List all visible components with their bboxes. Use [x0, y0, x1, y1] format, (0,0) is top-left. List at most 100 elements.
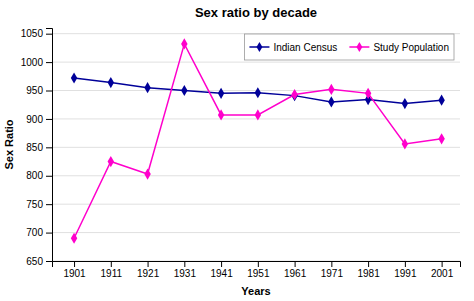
- grid-line: [52, 62, 460, 63]
- series-marker: [218, 88, 224, 99]
- tick-label: 800: [26, 170, 43, 181]
- tick-mark: [148, 261, 149, 267]
- series-marker: [255, 87, 261, 98]
- tick-label: 1921: [137, 268, 160, 279]
- tick-mark: [221, 261, 222, 267]
- tick-label: 1050: [21, 28, 44, 39]
- tick: 800: [26, 170, 52, 181]
- tick: 900: [26, 114, 52, 125]
- tick-label: 1971: [321, 268, 344, 279]
- series-marker: [328, 84, 334, 95]
- series-marker: [181, 38, 187, 49]
- tick-label: 900: [26, 114, 43, 125]
- tick-mark: [184, 261, 185, 267]
- tick: 850: [26, 142, 52, 153]
- series-marker: [108, 77, 114, 88]
- tick-mark: [46, 261, 52, 262]
- tick-mark: [442, 261, 443, 267]
- tick: 2001: [431, 261, 454, 279]
- series-marker: [402, 138, 408, 149]
- tick-label: 700: [26, 227, 43, 238]
- tick: 700: [26, 227, 52, 238]
- tick-label: 1981: [357, 268, 380, 279]
- tick-label: 1941: [210, 268, 233, 279]
- grid-line: [52, 147, 460, 148]
- series-line: [74, 78, 442, 104]
- legend-label: Indian Census: [273, 42, 337, 53]
- series-marker: [218, 109, 224, 120]
- series-marker: [402, 98, 408, 109]
- tick: 1901: [63, 261, 86, 279]
- tick-label: 850: [26, 142, 43, 153]
- legend-label: Study Population: [373, 42, 449, 53]
- series-marker: [71, 233, 77, 244]
- y-axis-title: Sex Ratio: [3, 119, 15, 169]
- tick: 1971: [321, 261, 344, 279]
- legend: Indian Census Study Population: [244, 34, 454, 60]
- tick-mark: [368, 261, 369, 267]
- plot-area: 1901 1911 1921 1931 1941 1951 1961 1971 1981 1991…: [21, 28, 461, 279]
- chart-title: Sex ratio by decade: [195, 5, 317, 20]
- tick-mark: [46, 34, 52, 35]
- y-axis: 650 700 750 800 850 900 950 1000 1050: [21, 28, 53, 266]
- series-marker: [144, 82, 150, 93]
- x-axis: 1901 1911 1921 1931 1941 1951 1961 1971 1981 1991…: [53, 261, 461, 279]
- series-marker: [181, 85, 187, 96]
- tick-label: 750: [26, 199, 43, 210]
- tick-mark: [295, 261, 296, 267]
- tick-label: 1991: [394, 268, 417, 279]
- tick-mark: [46, 204, 52, 205]
- tick-mark: [74, 261, 75, 267]
- tick: 1921: [137, 261, 160, 279]
- tick: 950: [26, 85, 52, 96]
- grid-line: [52, 232, 460, 233]
- series-marker: [108, 156, 114, 167]
- series-marker: [438, 95, 444, 106]
- series-marker: [328, 96, 334, 107]
- tick-label: 1961: [284, 268, 307, 279]
- tick-label: 1911: [101, 268, 123, 279]
- tick-mark: [46, 62, 52, 63]
- x-axis-title: Years: [241, 285, 270, 297]
- axis-line: [53, 262, 461, 268]
- legend-marker: [356, 42, 362, 52]
- tick: 1951: [247, 261, 270, 279]
- legend-item: Study Population: [349, 42, 449, 53]
- axis-line: [46, 29, 53, 262]
- tick-mark: [331, 261, 332, 267]
- grid: [52, 34, 460, 261]
- tick: 750: [26, 199, 52, 210]
- tick-label: 950: [26, 85, 43, 96]
- tick: 1981: [357, 261, 380, 279]
- tick-mark: [405, 261, 406, 267]
- series-marker: [291, 89, 297, 100]
- tick-label: 1901: [63, 268, 86, 279]
- tick-mark: [46, 147, 52, 148]
- tick-mark: [46, 119, 52, 120]
- series-marker: [365, 88, 371, 99]
- tick-label: 2001: [431, 268, 454, 279]
- tick-mark: [111, 261, 112, 267]
- tick-label: 650: [26, 256, 43, 267]
- tick-mark: [258, 261, 259, 267]
- legend-box: [244, 34, 454, 60]
- tick: 1991: [394, 261, 417, 279]
- chart: 1901 1911 1921 1931 1941 1951 1961 1971 1981 1991…: [0, 0, 474, 301]
- tick: 1000: [21, 57, 52, 68]
- tick: 1050: [21, 28, 52, 39]
- tick-label: 1931: [174, 268, 197, 279]
- series-marker: [71, 72, 77, 83]
- grid-line: [52, 175, 460, 176]
- tick: 1941: [210, 261, 233, 279]
- grid-line: [52, 204, 460, 205]
- series-line: [74, 44, 442, 238]
- tick-label: 1951: [247, 268, 270, 279]
- tick: 1911: [101, 261, 123, 279]
- tick-mark: [46, 233, 52, 234]
- tick: 650: [26, 256, 52, 267]
- tick: 1931: [174, 261, 197, 279]
- tick-mark: [46, 176, 52, 177]
- grid-line: [52, 118, 460, 119]
- series-marker: [255, 109, 261, 120]
- marks: [71, 38, 445, 244]
